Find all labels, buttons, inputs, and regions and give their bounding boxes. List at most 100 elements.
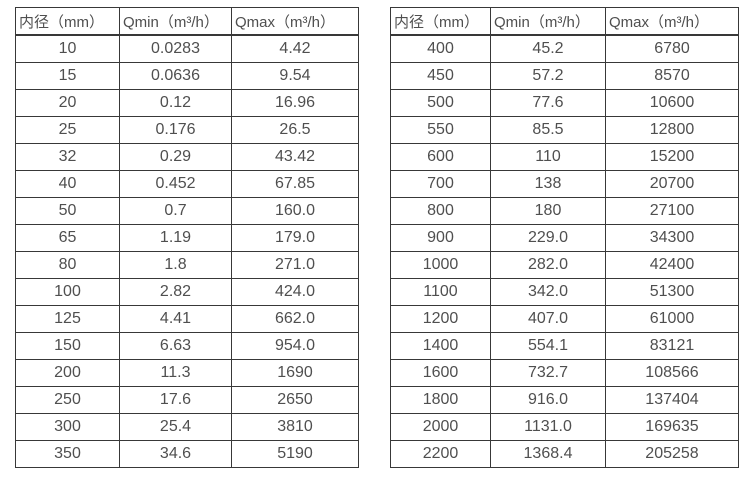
table-row: 550 85.5 12800 [390, 116, 739, 144]
table-cell: 1400 [390, 332, 491, 360]
table-row: 100 2.82 424.0 [15, 278, 359, 306]
table-cell: 65 [15, 224, 120, 252]
table-row: 700 138 20700 [390, 170, 739, 198]
table-cell: 27100 [605, 197, 739, 225]
table-cell: 916.0 [490, 386, 606, 414]
table-cell: 6780 [605, 34, 739, 63]
table-cell: 8570 [605, 62, 739, 90]
table-cell: 300 [15, 413, 120, 441]
table-cell: 5190 [231, 440, 359, 468]
table-cell: 205258 [605, 440, 739, 468]
table-cell: 15 [15, 62, 120, 90]
table-cell: 51300 [605, 278, 739, 306]
table-cell: 500 [390, 89, 491, 117]
table-cell: 2.82 [119, 278, 232, 306]
table-row: 1200 407.0 61000 [390, 305, 739, 333]
table-cell: 424.0 [231, 278, 359, 306]
table-cell: 138 [490, 170, 606, 198]
table-row: 150 6.63 954.0 [15, 332, 359, 360]
table-cell: 700 [390, 170, 491, 198]
table-cell: 271.0 [231, 251, 359, 279]
table-cell: 25.4 [119, 413, 232, 441]
table-cell: 282.0 [490, 251, 606, 279]
table-row: 25 0.176 26.5 [15, 116, 359, 144]
table-cell: 169635 [605, 413, 739, 441]
table-row: 400 45.2 6780 [390, 34, 739, 63]
table-cell: 45.2 [490, 34, 606, 63]
table-cell: 34.6 [119, 440, 232, 468]
table-row: 15 0.0636 9.54 [15, 62, 359, 90]
col-header-qmin: Qmin（m³/h） [119, 7, 232, 36]
table-cell: 50 [15, 197, 120, 225]
table-cell: 2000 [390, 413, 491, 441]
col-header-qmin: Qmin（m³/h） [490, 7, 606, 36]
table-cell: 3810 [231, 413, 359, 441]
table-cell: 25 [15, 116, 120, 144]
table-row: 80 1.8 271.0 [15, 251, 359, 279]
table-cell: 662.0 [231, 305, 359, 333]
table-cell: 400 [390, 34, 491, 63]
table-row: 50 0.7 160.0 [15, 197, 359, 225]
table-cell: 4.42 [231, 34, 359, 63]
table-row: 350 34.6 5190 [15, 440, 359, 468]
table-cell: 2200 [390, 440, 491, 468]
table-cell: 32 [15, 143, 120, 171]
table-header-row: 内径（mm） Qmin（m³/h） Qmax（m³/h） [15, 7, 359, 36]
table-cell: 26.5 [231, 116, 359, 144]
table-cell: 108566 [605, 359, 739, 387]
col-header-diameter: 内径（mm） [15, 7, 120, 36]
table-cell: 11.3 [119, 359, 232, 387]
table-row: 600 110 15200 [390, 143, 739, 171]
flow-spec-table-right: 内径（mm） Qmin（m³/h） Qmax（m³/h） 400 45.2 6780… [390, 7, 739, 468]
table-cell: 800 [390, 197, 491, 225]
table-cell: 1.8 [119, 251, 232, 279]
table-cell: 200 [15, 359, 120, 387]
table-cell: 77.6 [490, 89, 606, 117]
table-cell: 450 [390, 62, 491, 90]
flow-spec-tables: 内径（mm） Qmin（m³/h） Qmax（m³/h） 10 0.0283 4.4… [15, 7, 739, 468]
table-row: 500 77.6 10600 [390, 89, 739, 117]
col-header-diameter: 内径（mm） [390, 7, 491, 36]
table-row: 20 0.12 16.96 [15, 89, 359, 117]
table-cell: 10600 [605, 89, 739, 117]
table-cell: 554.1 [490, 332, 606, 360]
table-cell: 10 [15, 34, 120, 63]
table-cell: 80 [15, 251, 120, 279]
table-cell: 150 [15, 332, 120, 360]
table-cell: 1131.0 [490, 413, 606, 441]
table-cell: 0.0283 [119, 34, 232, 63]
table-cell: 1000 [390, 251, 491, 279]
table-cell: 180 [490, 197, 606, 225]
table-cell: 160.0 [231, 197, 359, 225]
table-row: 32 0.29 43.42 [15, 143, 359, 171]
table-cell: 137404 [605, 386, 739, 414]
table-row: 1100 342.0 51300 [390, 278, 739, 306]
table-cell: 1100 [390, 278, 491, 306]
table-cell: 67.85 [231, 170, 359, 198]
table-row: 300 25.4 3810 [15, 413, 359, 441]
table-cell: 4.41 [119, 305, 232, 333]
table-cell: 342.0 [490, 278, 606, 306]
table-cell: 1600 [390, 359, 491, 387]
table-cell: 229.0 [490, 224, 606, 252]
table-cell: 250 [15, 386, 120, 414]
table-cell: 2650 [231, 386, 359, 414]
table-cell: 16.96 [231, 89, 359, 117]
table-cell: 179.0 [231, 224, 359, 252]
table-cell: 900 [390, 224, 491, 252]
table-row: 1400 554.1 83121 [390, 332, 739, 360]
table-cell: 1368.4 [490, 440, 606, 468]
table-cell: 550 [390, 116, 491, 144]
table-cell: 34300 [605, 224, 739, 252]
table-row: 1800 916.0 137404 [390, 386, 739, 414]
table-row: 125 4.41 662.0 [15, 305, 359, 333]
table-cell: 1.19 [119, 224, 232, 252]
col-header-qmax: Qmax（m³/h） [231, 7, 359, 36]
table-cell: 0.29 [119, 143, 232, 171]
table-cell: 17.6 [119, 386, 232, 414]
table-cell: 110 [490, 143, 606, 171]
table-row: 2200 1368.4 205258 [390, 440, 739, 468]
table-row: 2000 1131.0 169635 [390, 413, 739, 441]
table-row: 1600 732.7 108566 [390, 359, 739, 387]
table-row: 65 1.19 179.0 [15, 224, 359, 252]
